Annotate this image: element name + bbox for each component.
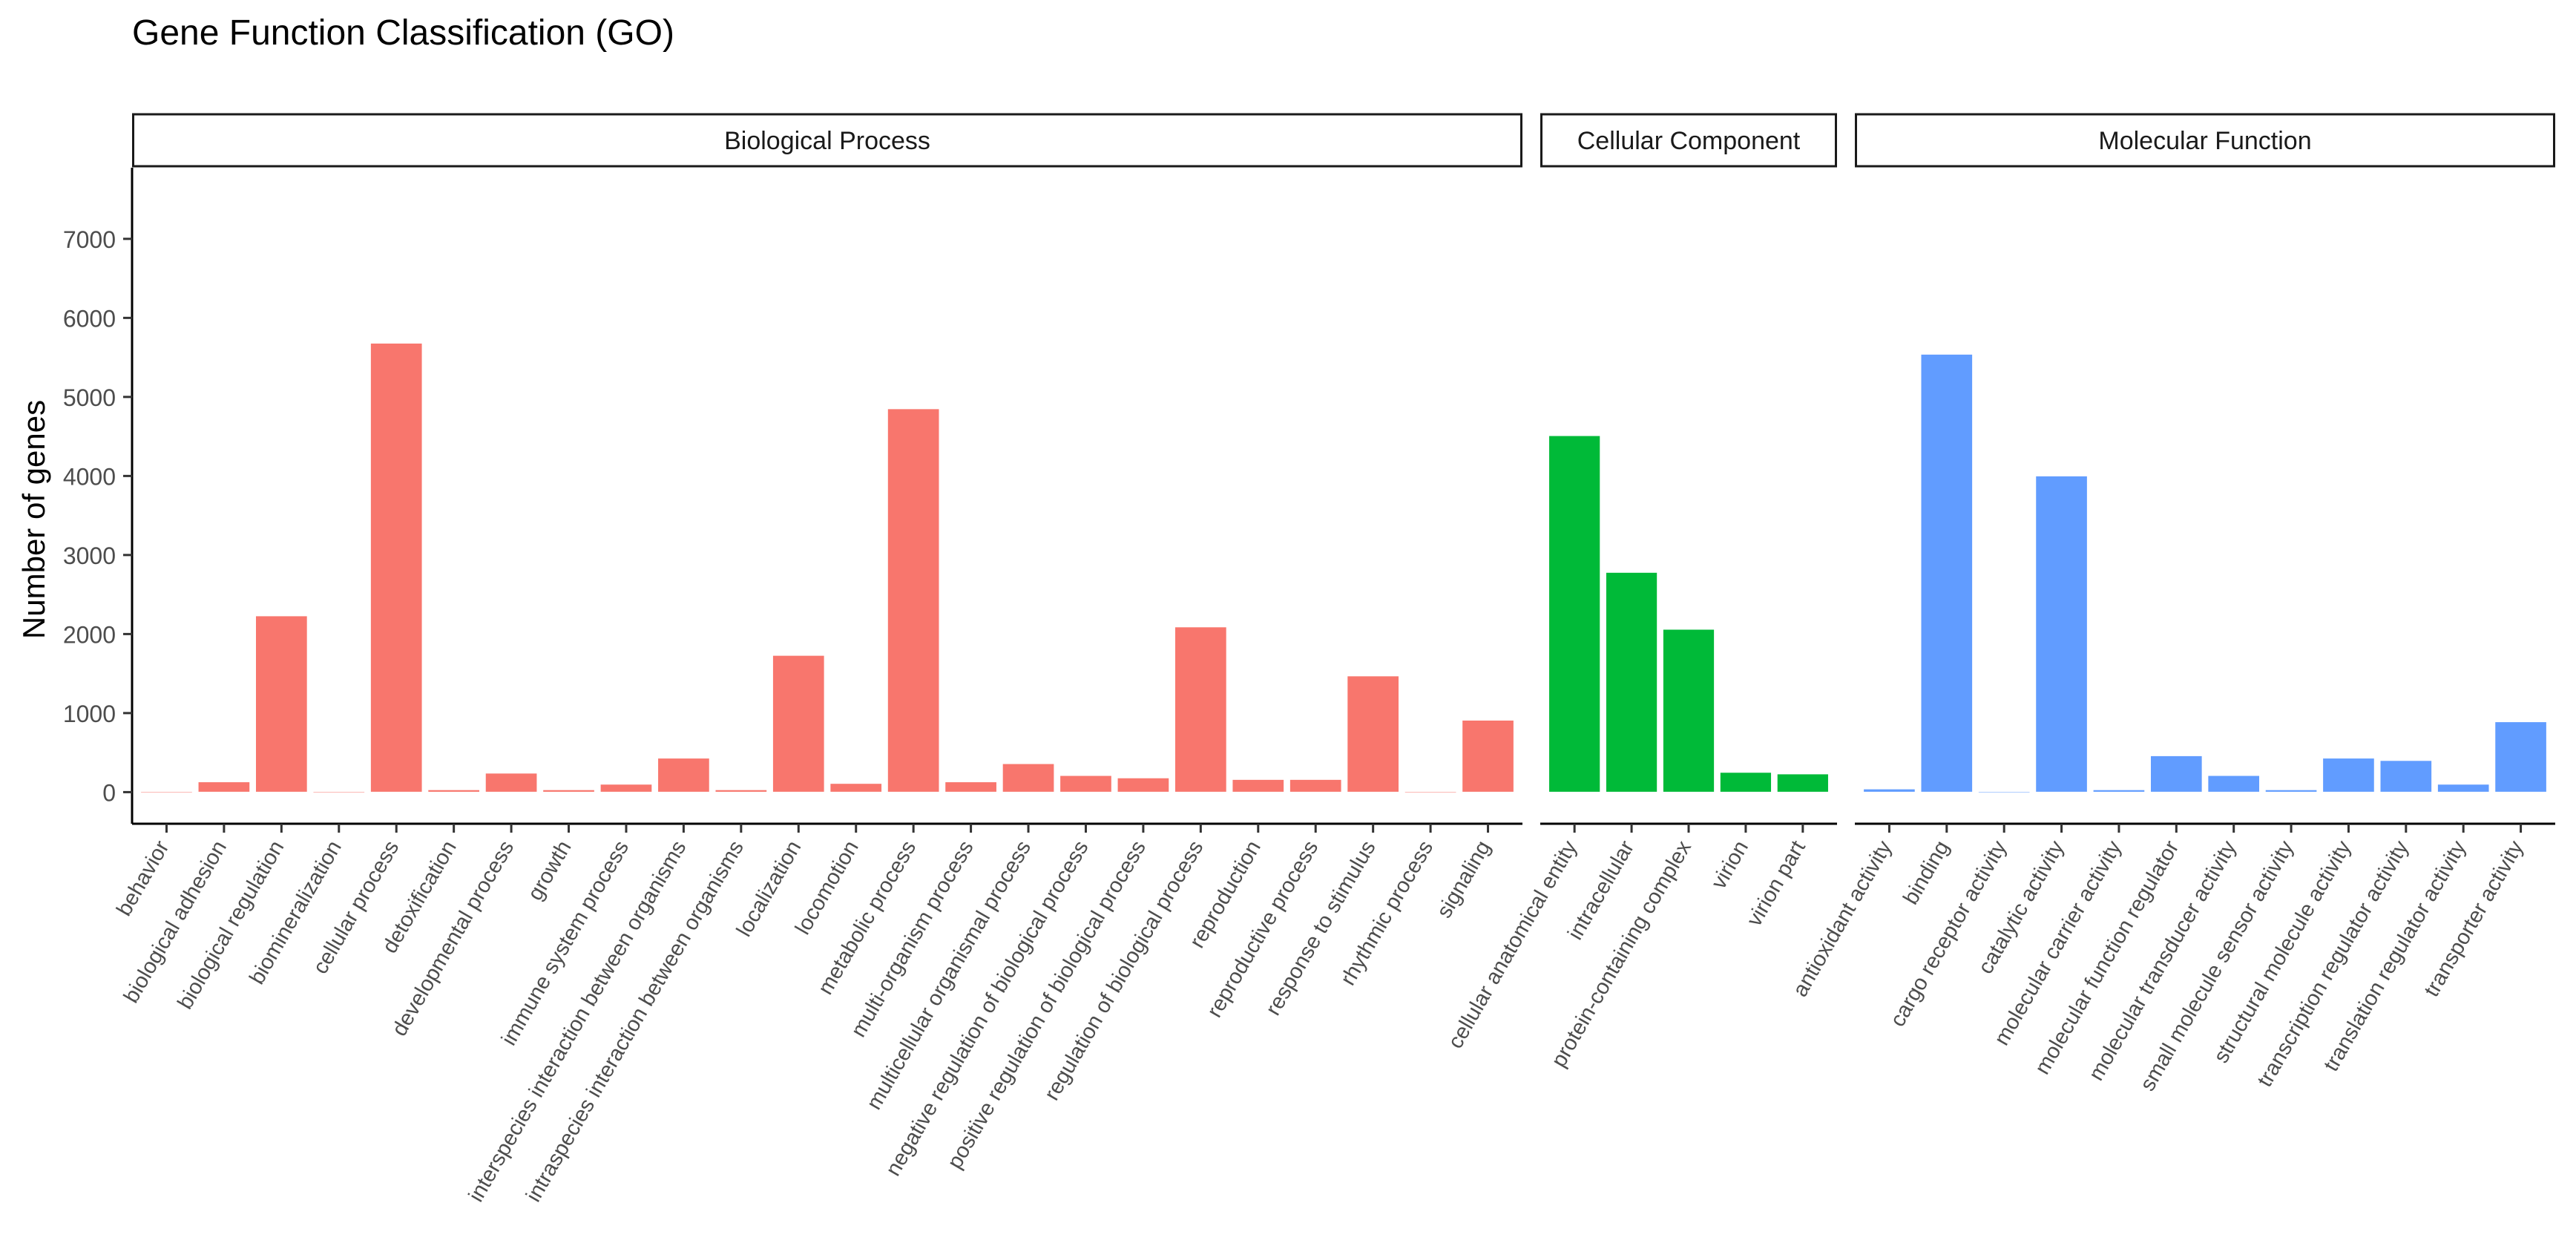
bar-transcription-regulator-activity <box>2379 760 2433 793</box>
y-axis: 0 1000 2000 3000 4000 5000 6000 7000 <box>63 168 134 824</box>
bar-cargo-receptor-activity <box>1977 791 2031 793</box>
chart-title: Gene Function Classification (GO) <box>132 13 674 53</box>
y-tick-label: 2000 <box>63 621 116 648</box>
bar-translation-regulator-activity <box>2437 784 2490 793</box>
bar-cellular-process <box>369 342 423 793</box>
bar-cellular-anatomical-entity <box>1548 435 1601 793</box>
bar-regulation-of-biological-process <box>1174 626 1227 793</box>
y-tick-label: 5000 <box>63 384 116 411</box>
facet-strip <box>132 113 1522 168</box>
bar-response-to-stimulus <box>1347 675 1400 793</box>
bar-intracellular <box>1605 571 1658 793</box>
bar-signaling <box>1462 719 1514 793</box>
y-tick-label: 4000 <box>63 463 116 490</box>
bar-structural-molecule-activity <box>2322 758 2375 793</box>
bar-virion <box>1719 772 1772 793</box>
bar-molecular-transducer-activity <box>2207 775 2261 793</box>
bar-virion-part <box>1776 773 1829 793</box>
bar-immune-system-process <box>599 784 653 793</box>
bar-intraspecies-interaction-between-organisms <box>714 789 768 793</box>
bar-growth <box>542 789 595 793</box>
bar-behavior <box>140 791 193 793</box>
y-tick-label: 6000 <box>63 305 116 332</box>
bar-biological-adhesion <box>197 781 251 793</box>
bar-metabolic-process <box>887 408 940 793</box>
bar-reproductive-process <box>1289 778 1342 793</box>
facet-strip-label: Cellular Component <box>1577 127 1801 155</box>
bar-detoxification <box>427 789 480 793</box>
bar-antioxidant-activity <box>1863 788 1916 793</box>
bar-molecular-carrier-activity <box>2092 789 2146 793</box>
bar-rhythmic-process <box>1404 791 1457 793</box>
y-tick-label: 0 <box>102 779 116 806</box>
y-axis-title: Number of genes <box>16 400 51 639</box>
bar-locomotion <box>829 783 883 793</box>
y-tick-label: 3000 <box>63 542 116 569</box>
bar-interspecies-interaction-between-organisms <box>657 758 710 793</box>
bar-transporter-activity <box>2494 721 2547 793</box>
bar-negative-regulation-of-biological-process <box>1059 775 1112 793</box>
y-tick-label: 7000 <box>63 226 116 253</box>
bar-small-molecule-sensor-activity <box>2264 789 2318 793</box>
bar-protein-containing-complex <box>1662 629 1715 793</box>
facet-strip-label: Biological Process <box>724 127 930 155</box>
bar-binding <box>1920 353 1974 793</box>
bar-developmental-process <box>484 773 538 793</box>
bar-multicellular-organismal-process <box>1002 763 1055 793</box>
bar-positive-regulation-of-biological-process <box>1117 777 1170 793</box>
bar-reproduction <box>1232 778 1285 793</box>
y-tick-label: 1000 <box>63 701 116 727</box>
bar-biological-regulation <box>254 615 308 793</box>
facet-strip <box>1855 113 2555 168</box>
bar-molecular-function-regulator <box>2149 755 2203 793</box>
bar-multi-organism-process <box>944 781 997 793</box>
bar-catalytic-activity <box>2035 475 2088 793</box>
facet-strip <box>1540 113 1837 168</box>
facet-strip-label: Molecular Function <box>2098 127 2311 155</box>
bar-localization <box>772 655 825 793</box>
bar-biomineralization <box>312 791 366 793</box>
